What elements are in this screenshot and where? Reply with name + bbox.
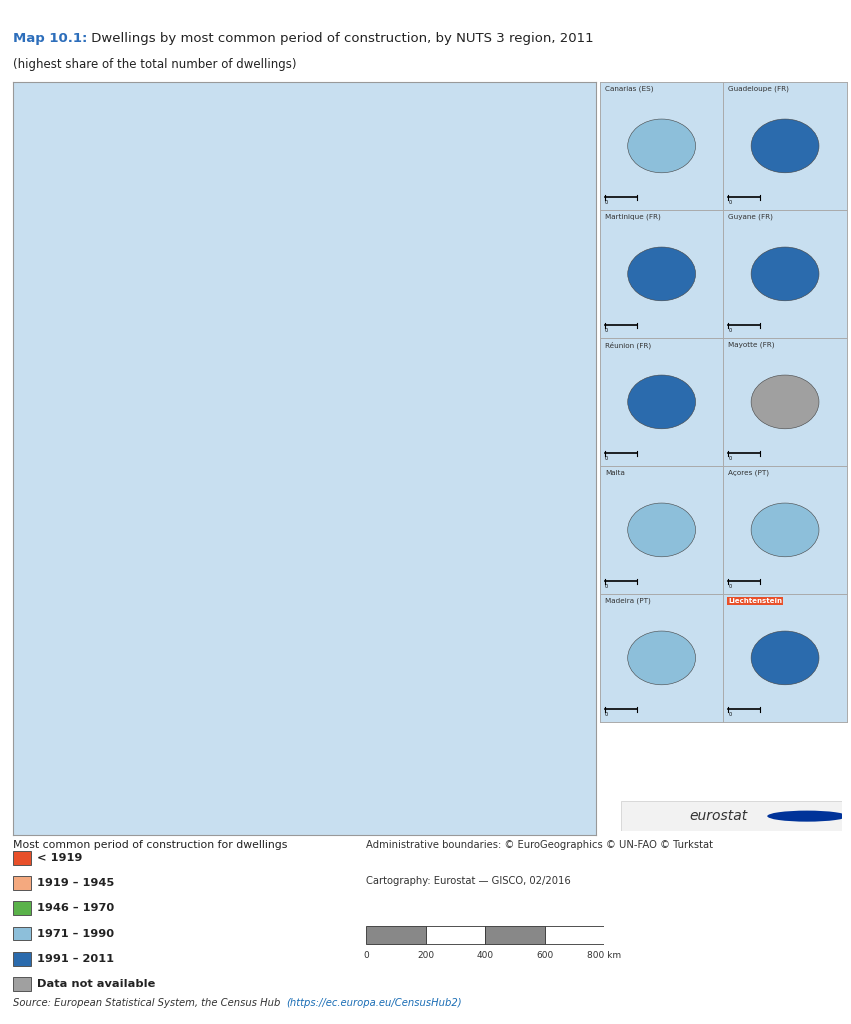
Text: (https://ec.europa.eu/CensusHub2): (https://ec.europa.eu/CensusHub2)	[286, 998, 461, 1008]
Text: 600: 600	[536, 951, 553, 961]
Ellipse shape	[628, 247, 695, 301]
Bar	[545, 926, 604, 944]
Text: 1991 – 2011: 1991 – 2011	[37, 953, 114, 964]
Text: Liechtenstein: Liechtenstein	[728, 598, 782, 604]
Text: 0: 0	[605, 584, 608, 589]
Text: 0: 0	[605, 712, 608, 717]
Bar	[13, 851, 31, 865]
Text: Guadeloupe (FR): Guadeloupe (FR)	[728, 86, 789, 92]
Text: 1946 – 1970: 1946 – 1970	[37, 903, 114, 913]
Text: (highest share of the total number of dwellings): (highest share of the total number of dw…	[13, 58, 296, 72]
Text: 0: 0	[363, 951, 368, 961]
Ellipse shape	[751, 375, 819, 429]
Text: Administrative boundaries: © EuroGeographics © UN-FAO © Turkstat: Administrative boundaries: © EuroGeograp…	[366, 840, 713, 850]
Text: 0: 0	[605, 328, 608, 333]
Bar	[13, 977, 31, 990]
Ellipse shape	[751, 503, 819, 557]
Text: 0: 0	[605, 456, 608, 461]
Text: Canarias (ES): Canarias (ES)	[605, 86, 654, 92]
Text: 0: 0	[728, 456, 731, 461]
Text: 0: 0	[605, 200, 608, 205]
Text: 0: 0	[728, 584, 731, 589]
Text: Source: European Statistical System, the Census Hub: Source: European Statistical System, the…	[13, 998, 283, 1008]
Ellipse shape	[751, 119, 819, 173]
Text: < 1919: < 1919	[37, 853, 83, 863]
Text: Martinique (FR): Martinique (FR)	[605, 214, 660, 220]
Bar	[13, 901, 31, 915]
Text: Most common period of construction for dwellings: Most common period of construction for d…	[13, 840, 287, 850]
Ellipse shape	[751, 631, 819, 685]
Ellipse shape	[628, 119, 695, 173]
Bar	[426, 926, 485, 944]
Circle shape	[768, 811, 847, 821]
Bar	[366, 926, 426, 944]
Text: Mayotte (FR): Mayotte (FR)	[728, 342, 774, 348]
Text: Malta: Malta	[605, 470, 625, 476]
Ellipse shape	[751, 247, 819, 301]
Text: eurostat: eurostat	[689, 809, 748, 823]
Bar	[13, 877, 31, 890]
Text: 1919 – 1945: 1919 – 1945	[37, 879, 114, 888]
Text: 400: 400	[477, 951, 494, 961]
Text: Cartography: Eurostat — GISCO, 02/2016: Cartography: Eurostat — GISCO, 02/2016	[366, 877, 571, 887]
Ellipse shape	[628, 631, 695, 685]
Text: Dwellings by most common period of construction, by NUTS 3 region, 2011: Dwellings by most common period of const…	[87, 32, 594, 45]
Text: Data not available: Data not available	[37, 979, 156, 989]
Bar	[13, 951, 31, 966]
Text: 0: 0	[728, 712, 731, 717]
Text: Map 10.1:: Map 10.1:	[13, 32, 87, 45]
Text: 0: 0	[728, 200, 731, 205]
Text: 200: 200	[417, 951, 434, 961]
Text: Açores (PT): Açores (PT)	[728, 470, 769, 476]
Text: Guyane (FR): Guyane (FR)	[728, 214, 774, 220]
Bar	[13, 927, 31, 940]
Text: Réunion (FR): Réunion (FR)	[605, 342, 651, 349]
Text: 800 km: 800 km	[587, 951, 621, 961]
Ellipse shape	[628, 375, 695, 429]
Text: 1971 – 1990: 1971 – 1990	[37, 929, 114, 939]
Text: 0: 0	[728, 328, 731, 333]
Bar	[485, 926, 545, 944]
Ellipse shape	[628, 503, 695, 557]
Text: Madeira (PT): Madeira (PT)	[605, 598, 651, 604]
